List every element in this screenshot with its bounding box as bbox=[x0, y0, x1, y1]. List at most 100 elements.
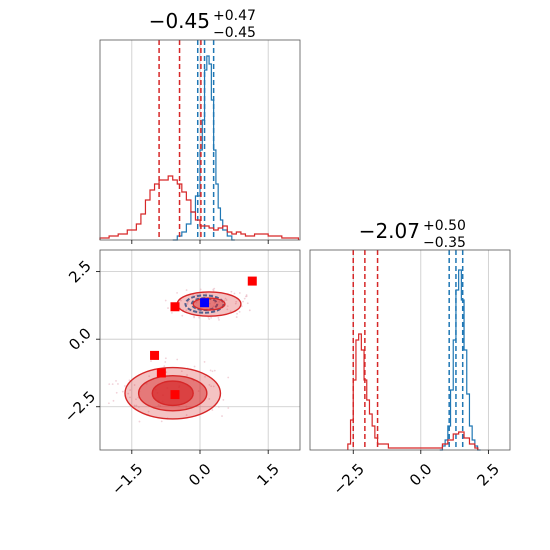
scatter-point bbox=[195, 301, 198, 304]
scatter-point bbox=[217, 405, 220, 408]
scatter-point bbox=[115, 391, 118, 394]
scatter-point bbox=[187, 300, 190, 303]
scatter-point bbox=[193, 365, 196, 368]
scatter-point bbox=[246, 302, 249, 305]
scatter-point bbox=[233, 292, 236, 295]
scatter-point bbox=[248, 309, 251, 312]
scatter-point bbox=[222, 399, 225, 401]
x-tick-label: −1.5 bbox=[108, 460, 146, 498]
scatter-point bbox=[210, 316, 213, 319]
panel-title-value: −0.45 bbox=[149, 9, 210, 33]
scatter-point bbox=[212, 289, 215, 292]
x-tick-label: 0.0 bbox=[185, 460, 215, 490]
scatter-point bbox=[235, 316, 238, 318]
panel-title-upper: +0.50 bbox=[423, 218, 466, 234]
scatter-point bbox=[135, 398, 137, 401]
scatter-point bbox=[197, 311, 199, 313]
scatter-point bbox=[229, 310, 232, 313]
scatter-point bbox=[115, 380, 117, 382]
scatter-point bbox=[133, 384, 136, 386]
scatter-point bbox=[227, 407, 230, 409]
scatter-point bbox=[223, 299, 226, 302]
scatter-point bbox=[176, 291, 178, 294]
scatter-point bbox=[204, 375, 206, 378]
scatter-point bbox=[208, 302, 211, 305]
scatter-point bbox=[111, 383, 114, 386]
panel-title-lower: −0.45 bbox=[213, 25, 256, 41]
scatter-point bbox=[185, 405, 188, 408]
scatter-point bbox=[205, 293, 207, 295]
scatter-point bbox=[167, 307, 169, 309]
scatter-point bbox=[112, 399, 115, 402]
x-tick-label: 2.5 bbox=[474, 460, 504, 490]
histogram-series-1 bbox=[347, 333, 479, 450]
scatter-point bbox=[163, 365, 166, 368]
scatter-point bbox=[123, 385, 126, 387]
scatter-point bbox=[213, 369, 216, 372]
scatter-point bbox=[180, 299, 182, 302]
scatter-point bbox=[211, 370, 214, 373]
scatter-point bbox=[230, 290, 233, 293]
scatter-point bbox=[238, 310, 241, 313]
scatter-point bbox=[107, 402, 110, 405]
scatter-point bbox=[147, 410, 150, 413]
x-tick-label: −2.5 bbox=[330, 460, 368, 498]
scatter-point bbox=[129, 389, 132, 391]
marker-square-5 bbox=[170, 390, 180, 400]
scatter-point bbox=[186, 374, 188, 376]
scatter-point bbox=[226, 305, 229, 307]
scatter-point bbox=[217, 317, 220, 319]
scatter-point bbox=[199, 288, 202, 291]
scatter-point bbox=[207, 316, 210, 319]
scatter-point bbox=[138, 406, 140, 408]
marker-square-4 bbox=[156, 368, 166, 378]
x-tick-label: 1.5 bbox=[253, 460, 283, 490]
scatter-point bbox=[198, 316, 201, 319]
scatter-point bbox=[218, 318, 220, 321]
y-tick-label: 2.5 bbox=[65, 257, 95, 287]
scatter-point bbox=[213, 301, 216, 304]
scatter-point bbox=[210, 385, 213, 388]
scatter-point bbox=[238, 292, 241, 294]
scatter-point bbox=[138, 420, 141, 423]
scatter-point bbox=[195, 294, 198, 297]
scatter-point bbox=[235, 300, 238, 303]
scatter-point bbox=[108, 383, 111, 386]
panel-title-value: −2.07 bbox=[359, 219, 420, 243]
scatter-point bbox=[157, 404, 160, 407]
scatter-point bbox=[129, 396, 131, 399]
marker-square-3 bbox=[150, 350, 160, 360]
scatter-point bbox=[180, 370, 183, 373]
scatter-point bbox=[145, 382, 148, 385]
x-tick-label: 0.0 bbox=[406, 460, 436, 490]
panel-title-lower: −0.35 bbox=[423, 235, 466, 251]
marker-square-1 bbox=[170, 302, 180, 312]
histogram-series-0 bbox=[172, 55, 235, 241]
scatter-point bbox=[117, 383, 119, 385]
scatter-point bbox=[185, 309, 188, 312]
y-tick-label: −2.5 bbox=[61, 388, 99, 426]
marker-square-2 bbox=[200, 298, 210, 308]
panel-title-upper: +0.47 bbox=[213, 8, 256, 24]
panel-border bbox=[309, 249, 511, 451]
scatter-point bbox=[245, 294, 248, 296]
scatter-point bbox=[192, 294, 194, 296]
scatter-point bbox=[133, 404, 136, 407]
contour-0-level-2 bbox=[184, 294, 225, 314]
contour-1-level-1 bbox=[192, 297, 226, 311]
scatter-point bbox=[176, 358, 179, 361]
scatter-point bbox=[227, 376, 230, 379]
scatter-point bbox=[197, 390, 200, 392]
scatter-point bbox=[150, 360, 152, 362]
scatter-point bbox=[221, 415, 223, 417]
histogram-series-1 bbox=[99, 175, 300, 240]
scatter-point bbox=[171, 311, 173, 314]
scatter-point bbox=[224, 297, 227, 300]
scatter-point bbox=[212, 385, 215, 388]
panel-background bbox=[310, 250, 510, 450]
scatter-point bbox=[209, 369, 212, 372]
marker-square-0 bbox=[247, 276, 257, 286]
scatter-point bbox=[127, 392, 130, 395]
scatter-point bbox=[186, 301, 189, 304]
